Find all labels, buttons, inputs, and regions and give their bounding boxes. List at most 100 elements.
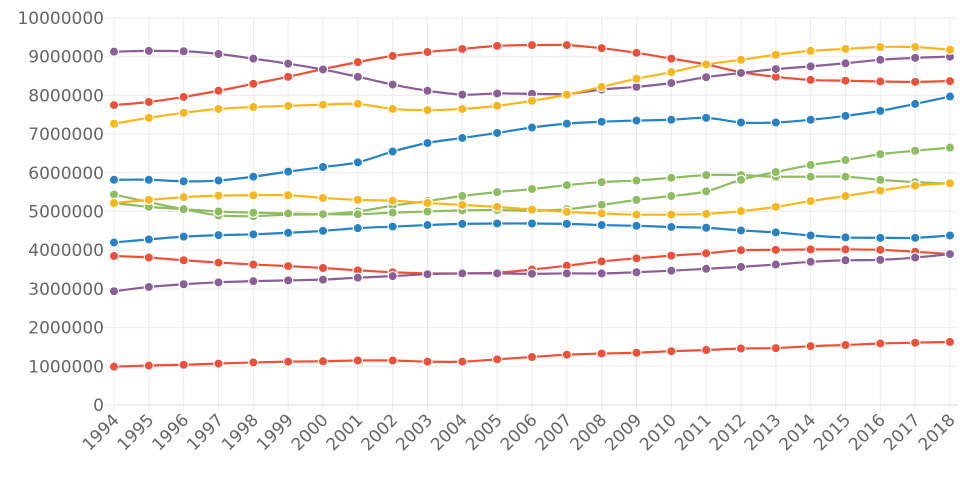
data-point[interactable]: [317, 209, 329, 220]
data-point[interactable]: [666, 209, 677, 220]
data-point[interactable]: [631, 175, 642, 186]
data-point[interactable]: [666, 265, 677, 276]
data-point[interactable]: [666, 221, 677, 233]
data-point[interactable]: [561, 268, 573, 279]
data-point[interactable]: [875, 338, 886, 349]
data-point[interactable]: [282, 208, 294, 219]
data-point[interactable]: [491, 100, 503, 112]
data-point[interactable]: [248, 275, 259, 287]
data-point[interactable]: [248, 207, 259, 218]
data-point[interactable]: [491, 127, 503, 139]
data-point[interactable]: [248, 190, 259, 201]
data-point[interactable]: [840, 75, 851, 86]
data-point[interactable]: [491, 201, 503, 213]
data-point[interactable]: [108, 237, 120, 248]
data-point[interactable]: [248, 229, 259, 240]
data-point[interactable]: [143, 96, 155, 108]
data-point[interactable]: [770, 244, 782, 256]
data-point[interactable]: [561, 206, 573, 218]
data-point[interactable]: [840, 244, 851, 255]
data-point[interactable]: [735, 67, 747, 79]
data-point[interactable]: [491, 186, 503, 198]
data-point[interactable]: [805, 74, 816, 86]
data-point[interactable]: [840, 232, 851, 243]
data-point[interactable]: [875, 185, 886, 196]
data-point[interactable]: [805, 256, 816, 268]
data-point[interactable]: [631, 267, 642, 278]
data-point[interactable]: [491, 218, 503, 229]
data-point[interactable]: [387, 79, 398, 90]
data-point[interactable]: [700, 59, 712, 70]
data-point[interactable]: [213, 175, 224, 186]
data-point[interactable]: [143, 234, 155, 245]
data-point[interactable]: [352, 157, 364, 168]
data-point[interactable]: [178, 279, 189, 290]
data-point[interactable]: [875, 54, 886, 65]
data-point[interactable]: [282, 260, 294, 272]
data-point[interactable]: [422, 219, 433, 231]
data-point[interactable]: [666, 346, 677, 357]
data-point[interactable]: [352, 222, 364, 234]
data-point[interactable]: [666, 77, 677, 89]
data-point[interactable]: [143, 174, 155, 185]
data-point[interactable]: [631, 253, 642, 264]
data-point[interactable]: [770, 259, 782, 270]
data-point[interactable]: [317, 274, 329, 285]
data-point[interactable]: [108, 250, 120, 262]
data-point[interactable]: [352, 272, 364, 283]
data-point[interactable]: [700, 263, 712, 274]
data-point[interactable]: [700, 222, 712, 233]
data-point[interactable]: [248, 78, 259, 89]
data-point[interactable]: [317, 64, 329, 75]
data-point[interactable]: [700, 344, 712, 356]
data-point[interactable]: [875, 232, 886, 244]
data-point[interactable]: [596, 176, 607, 188]
data-point[interactable]: [457, 199, 468, 211]
data-point[interactable]: [875, 174, 886, 185]
data-point[interactable]: [666, 114, 677, 125]
data-point[interactable]: [596, 199, 607, 211]
data-point[interactable]: [596, 256, 607, 267]
data-point[interactable]: [561, 179, 573, 191]
data-point[interactable]: [352, 194, 364, 206]
data-point[interactable]: [770, 201, 782, 213]
data-point[interactable]: [526, 39, 538, 51]
data-point[interactable]: [248, 53, 259, 64]
data-point[interactable]: [735, 343, 747, 354]
data-point[interactable]: [596, 42, 607, 54]
data-point[interactable]: [631, 347, 642, 358]
data-point[interactable]: [944, 248, 956, 260]
data-point[interactable]: [108, 118, 120, 129]
data-point[interactable]: [770, 166, 782, 178]
data-point[interactable]: [178, 203, 189, 215]
data-point[interactable]: [770, 49, 782, 60]
data-point[interactable]: [248, 259, 259, 270]
data-point[interactable]: [282, 356, 294, 367]
data-point[interactable]: [596, 81, 607, 93]
data-point[interactable]: [735, 205, 747, 217]
data-point[interactable]: [944, 336, 956, 348]
data-point[interactable]: [422, 104, 433, 116]
data-point[interactable]: [248, 171, 259, 182]
data-point[interactable]: [178, 359, 189, 370]
data-point[interactable]: [666, 250, 677, 261]
data-point[interactable]: [666, 190, 677, 202]
data-point[interactable]: [143, 194, 155, 206]
data-point[interactable]: [526, 183, 538, 195]
data-point[interactable]: [700, 208, 712, 220]
data-point[interactable]: [805, 230, 816, 241]
data-point[interactable]: [735, 225, 747, 236]
data-point[interactable]: [213, 103, 224, 115]
data-point[interactable]: [770, 342, 782, 354]
data-point[interactable]: [422, 197, 433, 209]
data-point[interactable]: [735, 54, 747, 65]
data-point[interactable]: [178, 107, 189, 119]
data-point[interactable]: [840, 110, 851, 122]
data-point[interactable]: [457, 218, 468, 230]
data-point[interactable]: [387, 355, 398, 366]
data-point[interactable]: [700, 248, 712, 259]
data-point[interactable]: [387, 270, 398, 282]
data-point[interactable]: [944, 178, 956, 189]
data-point[interactable]: [909, 145, 921, 156]
data-point[interactable]: [422, 46, 433, 58]
